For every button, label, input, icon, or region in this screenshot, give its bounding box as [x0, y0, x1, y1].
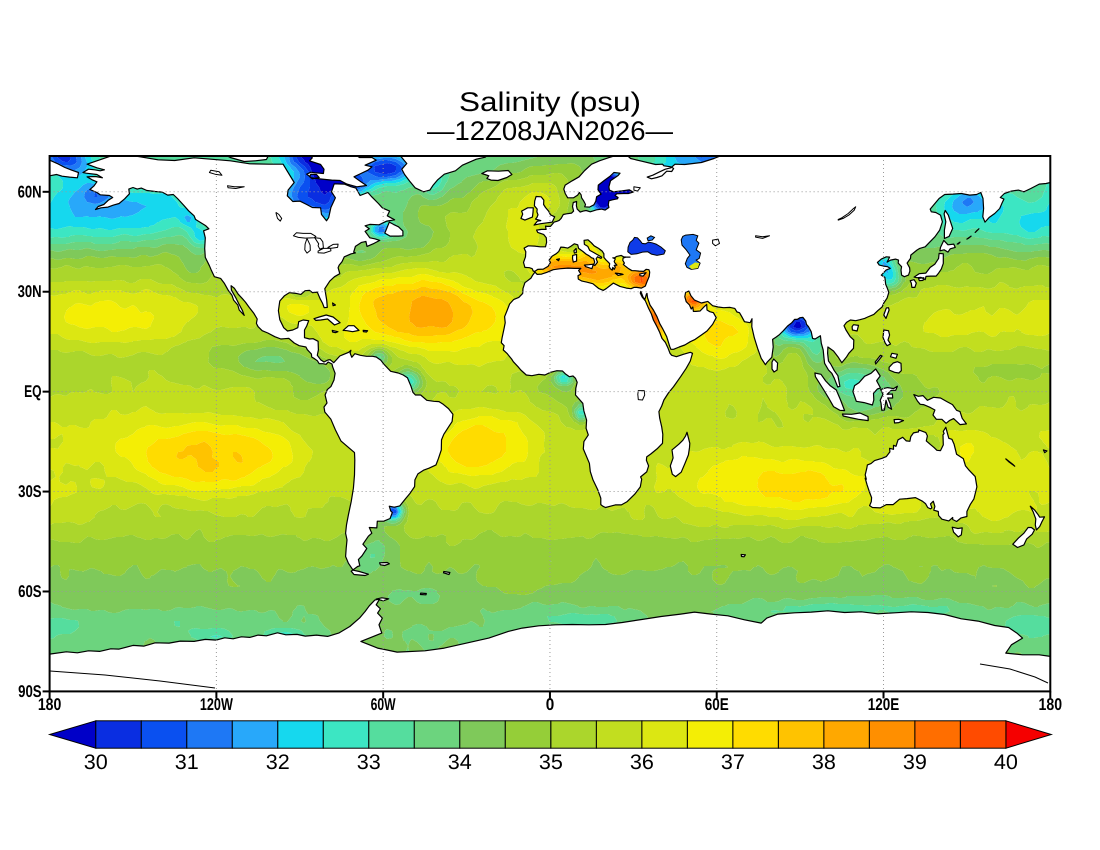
svg-text:90S: 90S: [18, 682, 42, 701]
svg-text:38: 38: [812, 751, 836, 774]
svg-text:180: 180: [38, 695, 62, 714]
svg-text:120W: 120W: [200, 695, 234, 714]
svg-text:39: 39: [903, 751, 927, 774]
svg-text:EQ: EQ: [24, 382, 42, 401]
svg-text:30: 30: [84, 751, 108, 774]
svg-text:30S: 30S: [18, 482, 42, 501]
svg-text:—12Z08JAN2026—: —12Z08JAN2026—: [427, 116, 673, 146]
svg-text:36: 36: [630, 751, 654, 774]
svg-text:30N: 30N: [18, 282, 42, 301]
svg-text:60S: 60S: [18, 582, 42, 601]
svg-text:60W: 60W: [371, 695, 397, 714]
svg-text:60E: 60E: [705, 695, 729, 714]
svg-text:60N: 60N: [18, 182, 42, 201]
svg-text:40: 40: [994, 751, 1018, 774]
svg-text:Salinity (psu): Salinity (psu): [459, 87, 641, 117]
svg-text:35: 35: [539, 751, 563, 774]
svg-text:120E: 120E: [868, 695, 900, 714]
svg-text:31: 31: [175, 751, 199, 774]
svg-text:37: 37: [721, 751, 745, 774]
svg-text:34: 34: [448, 751, 472, 774]
svg-text:33: 33: [357, 751, 381, 774]
svg-text:32: 32: [266, 751, 290, 774]
svg-text:0: 0: [546, 695, 555, 714]
svg-text:180: 180: [1039, 695, 1063, 714]
